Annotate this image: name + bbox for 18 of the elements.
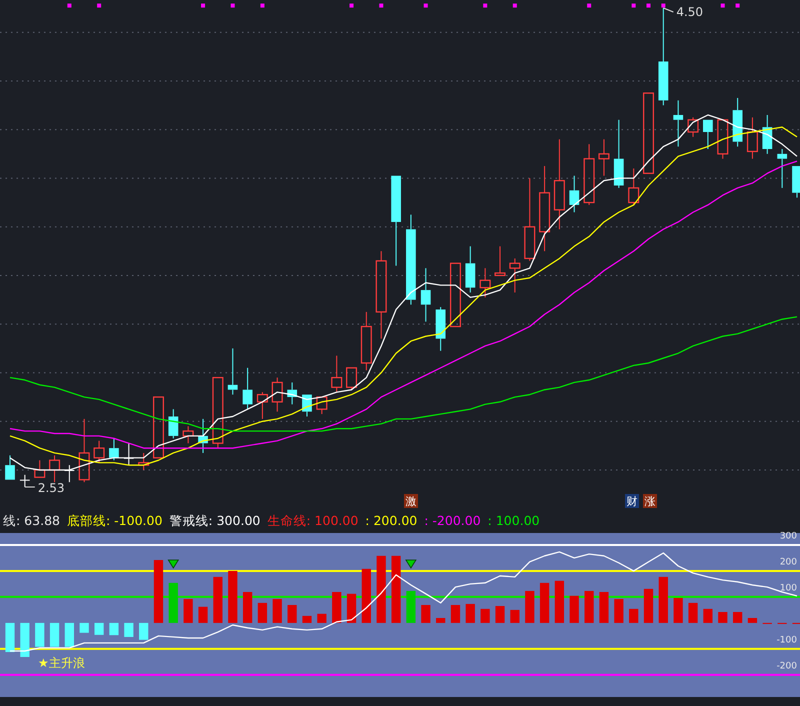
text: 线: 63.88 xyxy=(3,513,60,528)
ref-line-label: 生命线: 100.00 xyxy=(267,513,358,528)
ref-line-label: 警戒线: 300.00 xyxy=(169,513,260,528)
annotation: 4.50 xyxy=(676,5,704,19)
ref-line-label: : 100.00 xyxy=(488,513,540,528)
y-tick-label: -200 xyxy=(776,661,798,672)
text: 财 xyxy=(626,495,638,508)
ref-line-label: : -200.00 xyxy=(424,513,481,528)
text: 激 xyxy=(406,495,416,508)
y-tick-label: -100 xyxy=(776,635,798,646)
ref-line-label: 底部线: -100.00 xyxy=(66,513,162,528)
ref-line-label: : 200.00 xyxy=(365,513,418,528)
y-tick-label: 200 xyxy=(780,557,798,568)
annotation: 2.53 xyxy=(38,481,65,495)
y-tick-label: 100 xyxy=(780,583,798,594)
y-tick-label: 300 xyxy=(780,531,798,542)
annotation: ★主升浪 xyxy=(38,656,85,670)
text: 涨 xyxy=(644,495,656,508)
